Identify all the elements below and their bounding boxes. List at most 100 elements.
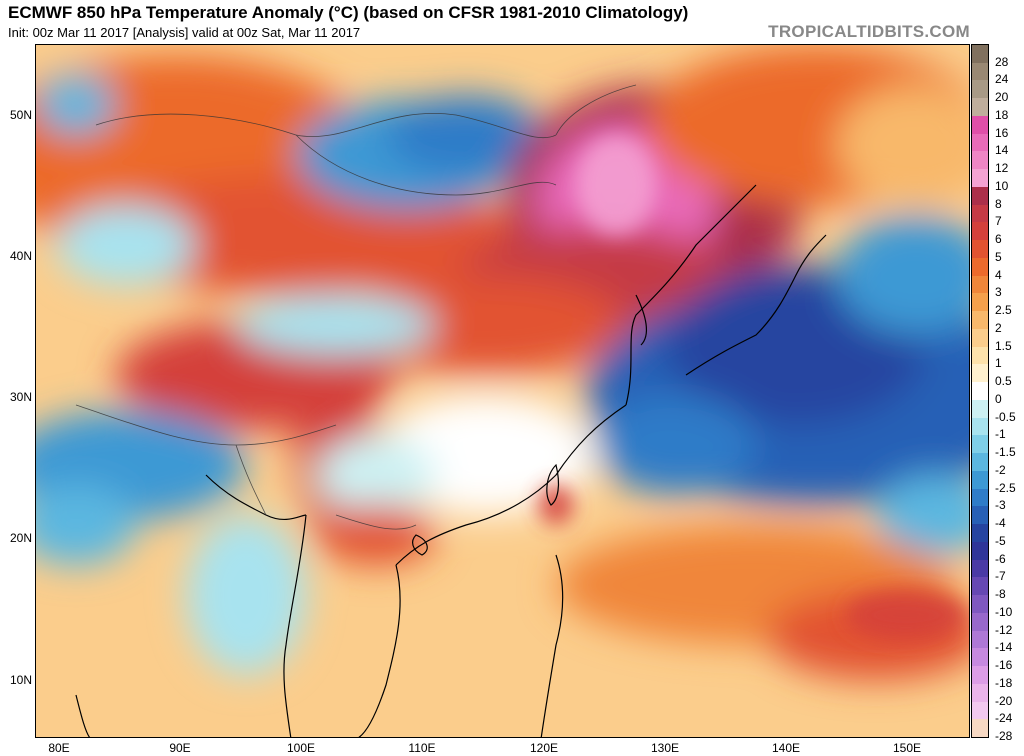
- colorbar-swatch: [972, 151, 988, 170]
- colorbar-swatch: [972, 488, 988, 507]
- colorbar-tick-label: -6: [995, 551, 1006, 566]
- colorbar-tick-label: -4: [995, 516, 1006, 531]
- colorbar-tick-label: -8: [995, 587, 1006, 602]
- colorbar-tick-label: -28: [995, 729, 1013, 743]
- colorbar-tick-label: -16: [995, 658, 1013, 673]
- colorbar-tick-label: -5: [995, 533, 1006, 548]
- colorbar-swatch: [972, 506, 988, 525]
- lon-label-150e: 150E: [892, 741, 922, 755]
- colorbar-tick-label: -14: [995, 640, 1013, 655]
- colorbar-tick-label: 7: [995, 214, 1002, 229]
- colorbar-swatch: [972, 701, 988, 720]
- colorbar-swatch: [972, 399, 988, 419]
- lon-label-110e: 110E: [408, 741, 436, 755]
- map-canvas: [36, 45, 969, 737]
- colorbar-swatch: [972, 435, 988, 454]
- colorbar-tick-label: 0.5: [995, 374, 1012, 389]
- lon-label-120e: 120E: [529, 741, 559, 755]
- valid-time-subtitle: Init: 00z Mar 11 2017 [Analysis] valid a…: [8, 25, 361, 40]
- colorbar-swatch: [972, 311, 988, 330]
- colorbar-tick-label: -2: [995, 462, 1006, 477]
- colorbar-swatch: [972, 524, 988, 543]
- colorbar-swatch: [972, 346, 988, 365]
- colorbar-swatch: [972, 382, 988, 401]
- colorbar-swatch: [972, 275, 988, 294]
- colorbar-tick-label: 10: [995, 178, 1009, 193]
- country-borders: [75, 84, 637, 530]
- colorbar-swatch: [972, 133, 988, 152]
- colorbar-tick-label: -18: [995, 675, 1013, 690]
- colorbar-swatch: [972, 666, 988, 685]
- colorbar-tick-label: 1: [995, 356, 1002, 371]
- colorbar-swatch: [972, 453, 988, 472]
- colorbar-swatch: [972, 683, 988, 702]
- colorbar-tick-label: -20: [995, 693, 1013, 708]
- colorbar-tick-label: 8: [995, 196, 1002, 211]
- colorbar-swatch: [972, 719, 988, 738]
- lat-label-40n: 40N: [9, 249, 32, 263]
- colorbar-tick-label: -0.5: [995, 409, 1016, 424]
- colorbar-swatch: [972, 577, 988, 596]
- colorbar-tick-label: -24: [995, 711, 1013, 726]
- colorbar-tick-label: 14: [995, 143, 1009, 158]
- colorbar-swatch: [972, 80, 988, 99]
- colorbar-swatch: [972, 541, 988, 561]
- lon-label-80e: 80E: [48, 741, 70, 755]
- colorbar-swatch: [972, 257, 988, 277]
- colorbar-tick-label: 4: [995, 267, 1002, 282]
- lat-label-50n: 50N: [9, 108, 32, 122]
- colorbar-tick-label: 3: [995, 285, 1002, 300]
- colorbar-tick-label: 2: [995, 320, 1002, 335]
- colorbar-tick-label: -1: [995, 427, 1006, 442]
- colorbar-tick-label: 24: [995, 72, 1009, 87]
- colorbar-swatch: [972, 595, 988, 614]
- colorbar-tick-label: 16: [995, 125, 1009, 140]
- colorbar-tick-label: 0: [995, 391, 1002, 406]
- colorbar-tick-label: 5: [995, 249, 1002, 264]
- colorbar-tick-label: 28: [995, 54, 1009, 69]
- colorbar-tick-label: -7: [995, 569, 1006, 584]
- colorbar-tick-label: 2.5: [995, 303, 1012, 318]
- colorbar-swatch: [972, 559, 988, 578]
- colorbar-tick-label: -1.5: [995, 445, 1016, 460]
- colorbar-swatch: [972, 364, 988, 383]
- colorbar-tick-label: 12: [995, 161, 1009, 176]
- colorbar-tick-label: 18: [995, 107, 1009, 122]
- lat-label-10n: 10N: [9, 673, 32, 687]
- coastlines: [75, 184, 827, 737]
- lon-label-90e: 90E: [169, 741, 191, 755]
- lon-label-140e: 140E: [771, 741, 801, 755]
- lon-label-100e: 100E: [286, 741, 316, 755]
- colorbar-swatch: [972, 98, 988, 117]
- colorbar-swatch: [972, 204, 988, 223]
- anomaly-field: [36, 45, 969, 680]
- lon-label-130e: 130E: [650, 741, 680, 755]
- colorbar-tick-label: -2.5: [995, 480, 1016, 495]
- colorbar-swatch: [972, 115, 988, 135]
- colorbar-tick-label: 6: [995, 232, 1002, 247]
- colorbar-tick-label: 1.5: [995, 338, 1012, 353]
- colorbar-swatch: [972, 62, 988, 81]
- brand-watermark: TROPICALTIDBITS.COM: [768, 22, 970, 41]
- colorbar-swatch: [972, 328, 988, 348]
- colorbar-swatch: [972, 417, 988, 436]
- colorbar-tick-label: -3: [995, 498, 1006, 513]
- colorbar-swatch: [972, 470, 988, 490]
- colorbar-swatch: [972, 240, 988, 259]
- lat-label-30n: 30N: [9, 390, 32, 404]
- colorbar-swatch: [972, 648, 988, 667]
- colorbar-tick-label: -12: [995, 622, 1013, 637]
- colorbar-swatch: [972, 45, 988, 64]
- colorbar-swatch: [972, 612, 988, 632]
- colorbar-swatch: [972, 186, 988, 206]
- colorbar-tick-label: -10: [995, 604, 1013, 619]
- lat-label-20n: 20N: [9, 531, 32, 545]
- chart-title: ECMWF 850 hPa Temperature Anomaly (°C) (…: [8, 3, 689, 22]
- colorbar-swatch: [972, 293, 988, 312]
- anomaly-map: [35, 44, 970, 738]
- colorbar-swatch: [972, 169, 988, 188]
- colorbar-swatch: [972, 222, 988, 241]
- colorbar: [971, 44, 989, 738]
- colorbar-swatch: [972, 630, 988, 649]
- colorbar-tick-label: 20: [995, 90, 1009, 105]
